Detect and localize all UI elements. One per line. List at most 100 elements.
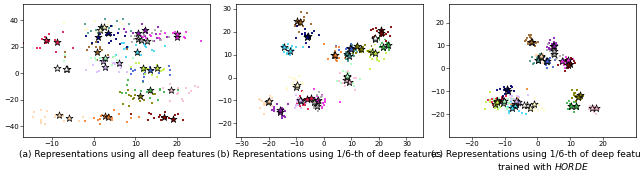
- Point: [547, 65, 557, 68]
- Point: [155, 38, 165, 41]
- Point: [572, 88, 582, 91]
- Point: [512, 104, 522, 107]
- Point: [342, 75, 353, 78]
- Point: [307, 98, 317, 101]
- Point: [506, 100, 516, 103]
- Point: [344, 50, 354, 53]
- Point: [351, 51, 362, 54]
- Point: [344, 54, 355, 57]
- Point: [269, 107, 279, 110]
- Point: [344, 54, 354, 57]
- Point: [170, 30, 180, 33]
- Point: [87, 42, 97, 44]
- Point: [504, 102, 514, 104]
- Point: [376, 32, 386, 35]
- Point: [136, 35, 146, 38]
- Point: [534, 104, 545, 106]
- Point: [317, 95, 328, 98]
- Point: [347, 46, 357, 48]
- Point: [92, 52, 102, 55]
- Point: [338, 69, 348, 72]
- Point: [541, 64, 551, 67]
- Point: [99, 24, 109, 27]
- Point: [499, 97, 509, 100]
- Point: [561, 59, 571, 62]
- Point: [40, 115, 50, 118]
- Point: [502, 89, 513, 92]
- Point: [376, 44, 387, 47]
- Point: [150, 92, 160, 95]
- Point: [95, 56, 106, 59]
- Point: [488, 98, 499, 101]
- Point: [499, 86, 509, 88]
- Point: [545, 49, 555, 52]
- Point: [40, 42, 50, 45]
- Point: [522, 36, 532, 39]
- Point: [538, 55, 548, 58]
- Point: [358, 49, 368, 52]
- Point: [567, 88, 577, 91]
- Point: [296, 100, 307, 102]
- Point: [502, 101, 512, 104]
- Point: [277, 109, 287, 112]
- Point: [156, 70, 166, 73]
- Point: [93, 119, 103, 122]
- Point: [312, 95, 323, 98]
- Point: [28, 115, 38, 118]
- Point: [308, 88, 319, 90]
- Point: [175, 31, 185, 34]
- Point: [282, 87, 292, 90]
- Point: [506, 104, 516, 107]
- Point: [292, 100, 302, 103]
- Point: [117, 42, 127, 44]
- Point: [164, 74, 175, 77]
- Point: [538, 52, 548, 55]
- Point: [563, 58, 573, 61]
- Point: [159, 91, 170, 94]
- Point: [545, 62, 555, 65]
- Point: [124, 93, 134, 96]
- Point: [351, 48, 361, 51]
- Point: [383, 30, 393, 33]
- Point: [549, 43, 559, 46]
- Point: [370, 44, 380, 47]
- Point: [138, 67, 148, 70]
- Point: [329, 55, 339, 58]
- Point: [492, 106, 502, 108]
- Point: [509, 90, 520, 93]
- Point: [537, 107, 547, 109]
- Point: [538, 61, 548, 64]
- Point: [147, 32, 157, 35]
- Point: [484, 98, 495, 101]
- X-axis label: (a) Representations using all deep features: (a) Representations using all deep featu…: [19, 150, 214, 159]
- Point: [508, 97, 518, 100]
- Point: [81, 120, 91, 123]
- Point: [538, 55, 548, 58]
- Point: [92, 51, 102, 54]
- Point: [118, 22, 128, 25]
- Point: [367, 39, 377, 42]
- Point: [122, 45, 132, 48]
- Point: [173, 86, 183, 89]
- Point: [290, 107, 300, 110]
- Point: [312, 93, 322, 96]
- Point: [314, 34, 324, 37]
- Point: [481, 100, 491, 103]
- Point: [510, 105, 520, 108]
- Point: [342, 47, 353, 50]
- Point: [547, 55, 557, 58]
- Point: [42, 110, 52, 112]
- Point: [555, 54, 565, 57]
- Point: [141, 37, 151, 40]
- Point: [136, 39, 147, 42]
- Point: [280, 115, 291, 118]
- Point: [126, 34, 136, 37]
- Point: [298, 101, 308, 104]
- Point: [132, 38, 142, 41]
- Point: [285, 54, 295, 56]
- Point: [131, 61, 141, 64]
- Point: [526, 40, 536, 43]
- Point: [497, 96, 508, 99]
- Point: [95, 29, 105, 32]
- Point: [534, 59, 545, 61]
